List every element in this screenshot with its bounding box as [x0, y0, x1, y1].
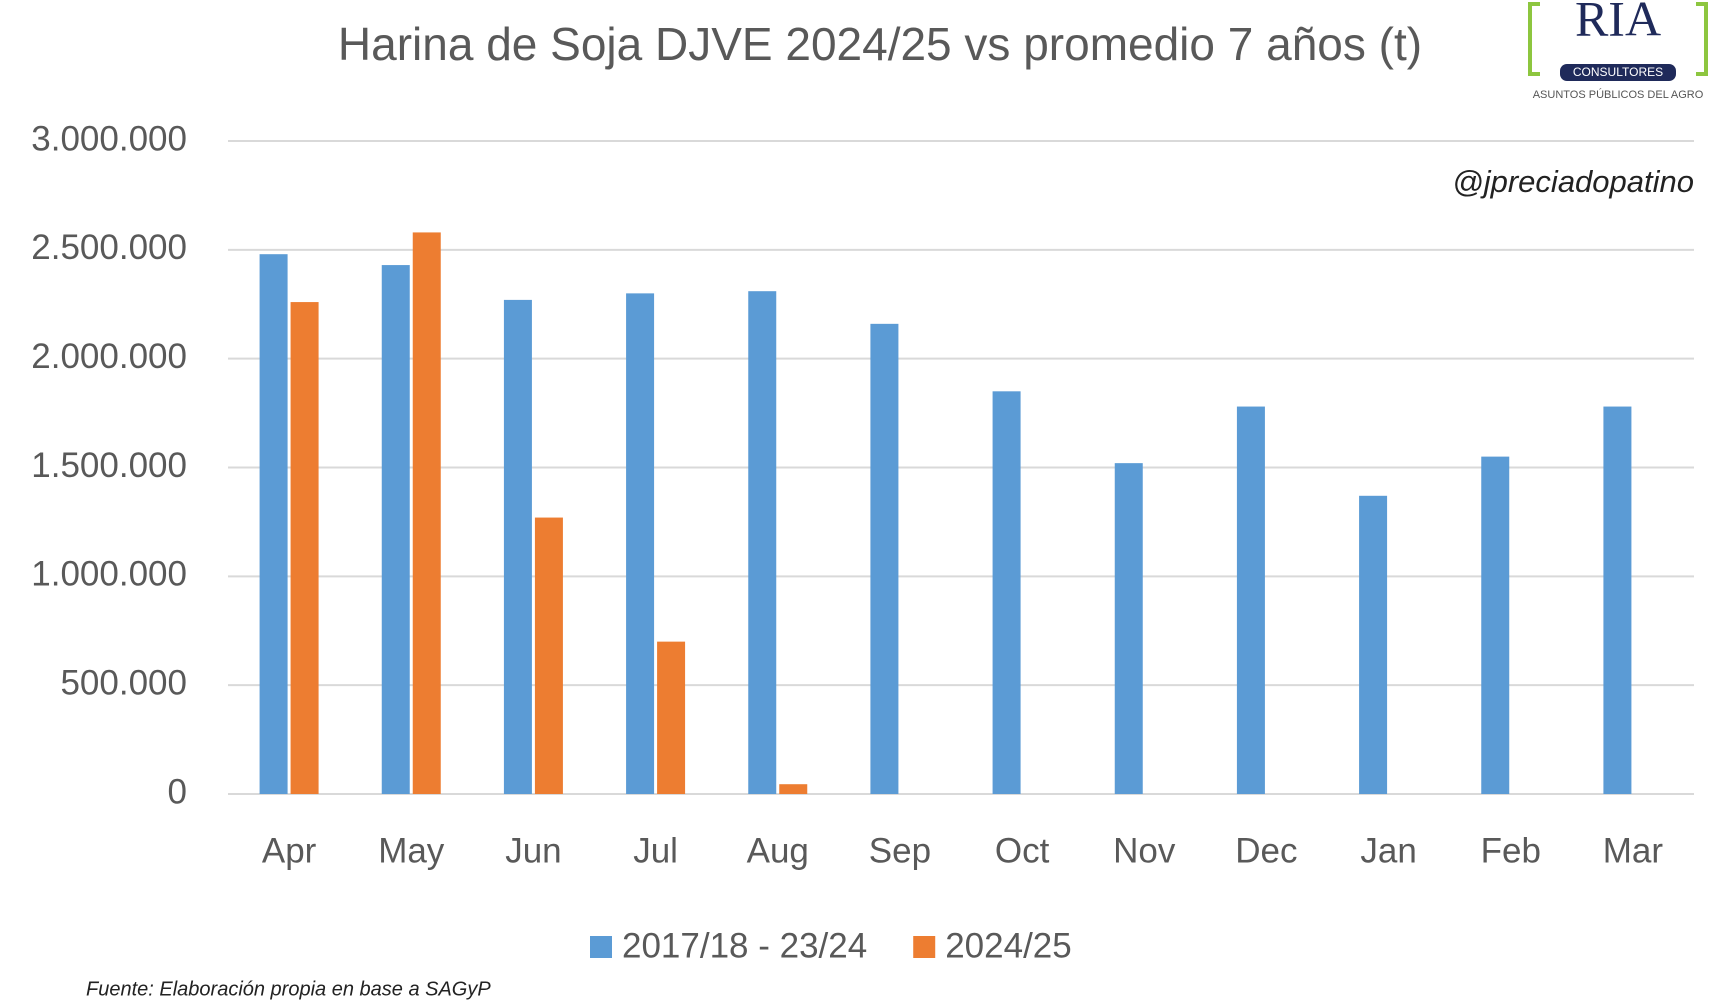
legend-label: 2024/25	[945, 926, 1072, 965]
y-tick-label: 2.000.000	[31, 337, 187, 376]
legend-label: 2017/18 - 23/24	[622, 926, 867, 965]
y-tick-label: 0	[168, 772, 187, 811]
bar	[381, 265, 410, 794]
bar	[1359, 495, 1388, 794]
x-tick-label: Dec	[1235, 831, 1297, 870]
y-tick-label: 3.000.000	[31, 119, 187, 158]
bar	[992, 391, 1021, 794]
x-tick-label: May	[378, 831, 445, 870]
bar	[1236, 406, 1265, 794]
bar	[748, 291, 777, 794]
logo-name: RIA	[1575, 0, 1661, 46]
logo-bracket	[1528, 2, 1708, 76]
bar	[657, 641, 686, 794]
logo-box	[1560, 64, 1676, 81]
x-tick-label: Jan	[1360, 831, 1416, 870]
bar	[626, 293, 655, 794]
y-tick-label: 2.500.000	[31, 228, 187, 267]
y-tick-label: 500.000	[60, 663, 187, 702]
legend-swatch	[590, 936, 612, 958]
x-tick-label: Apr	[262, 831, 317, 870]
logo-subtitle: CONSULTORES	[1573, 65, 1663, 79]
bar	[779, 784, 808, 794]
x-tick-label: Jun	[505, 831, 561, 870]
y-tick-label: 1.500.000	[31, 446, 187, 485]
logo: RIA CONSULTORES ASUNTOS PÚBLICOS DEL AGR…	[1528, 0, 1708, 101]
x-tick-label: Sep	[869, 831, 931, 870]
bar	[412, 232, 441, 795]
bar	[1481, 456, 1510, 794]
bar	[503, 299, 532, 794]
x-tick-label: Jul	[633, 831, 678, 870]
source: Fuente: Elaboración propia en base a SAG…	[86, 978, 491, 1000]
bar	[259, 254, 288, 795]
y-tick-label: 1.000.000	[31, 555, 187, 594]
legend-swatch	[913, 936, 936, 958]
x-tick-label: Oct	[995, 831, 1050, 870]
logo-tagline: ASUNTOS PÚBLICOS DEL AGRO	[1533, 88, 1704, 101]
x-tick-label: Aug	[747, 831, 809, 870]
bar	[1114, 463, 1143, 794]
bar	[870, 323, 899, 794]
chart-title: Harina de Soja DJVE 2024/25 vs promedio …	[338, 18, 1422, 70]
x-tick-label: Nov	[1113, 831, 1176, 870]
x-tick-label: Mar	[1603, 831, 1664, 870]
bar	[1603, 406, 1632, 794]
bar	[290, 302, 319, 794]
annotation: @jpreciadopatino	[1452, 164, 1694, 199]
x-tick-label: Feb	[1481, 831, 1541, 870]
bar	[534, 517, 563, 794]
